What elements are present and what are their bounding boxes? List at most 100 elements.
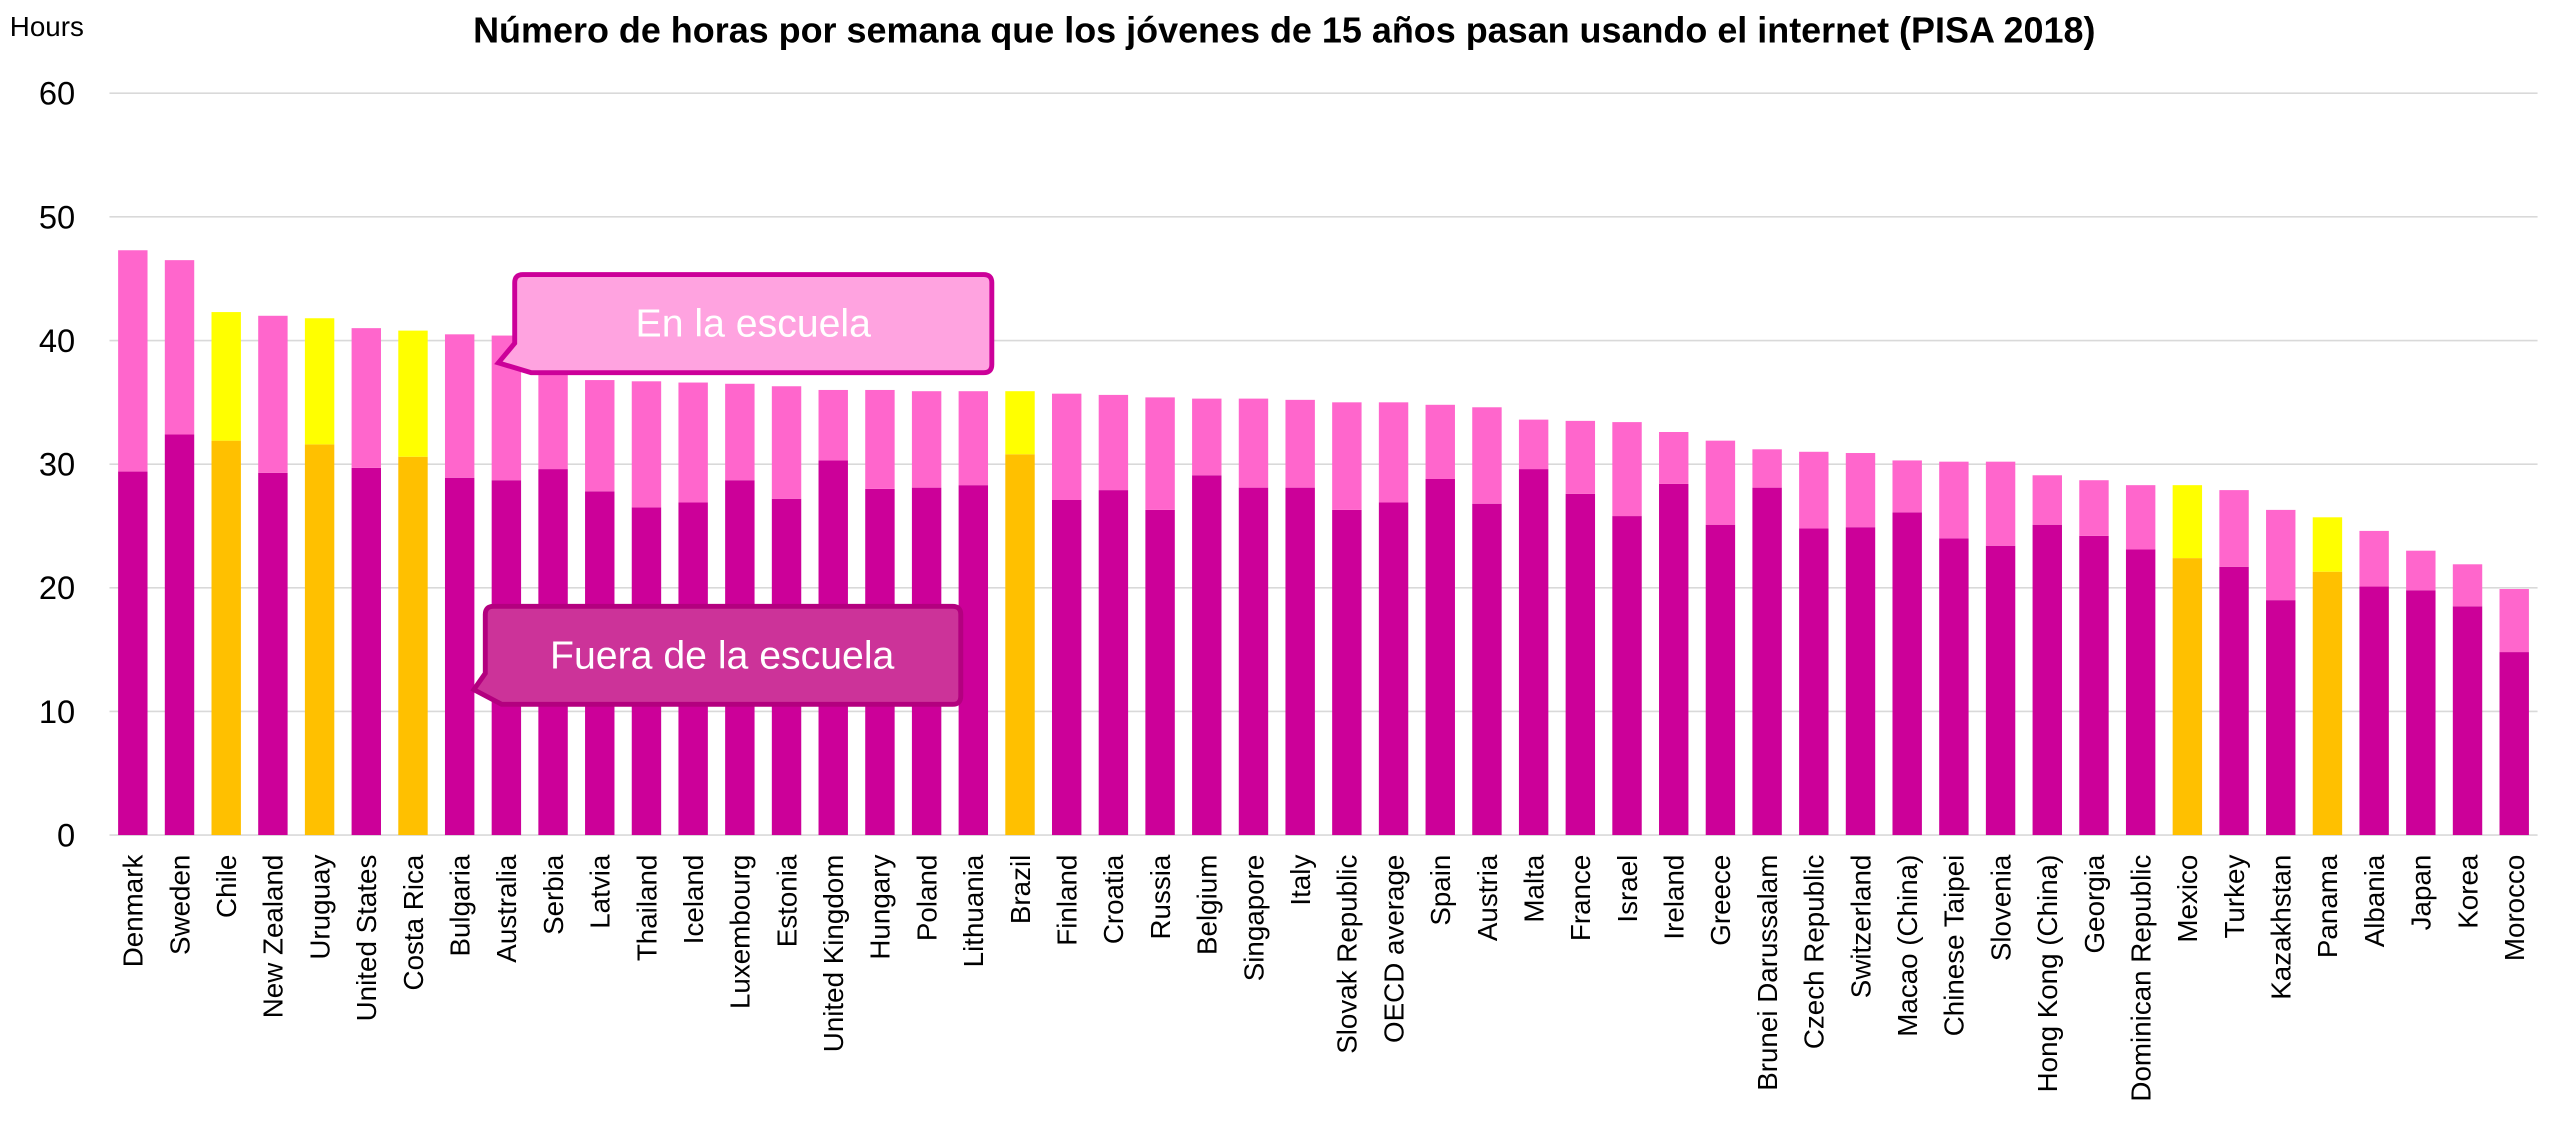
bar-segment [2266, 600, 2296, 836]
bar-segment [1285, 487, 1315, 836]
x-tick-label: United Kingdom [818, 855, 849, 1053]
callout-box [470, 603, 964, 707]
x-tick-label: Switzerland [1845, 855, 1876, 999]
x-tick-label: Turkey [2219, 855, 2250, 939]
x-tick-label: Israel [1612, 855, 1643, 923]
x-tick-label: Costa Rica [398, 854, 429, 990]
bar-segment [1098, 490, 1129, 836]
x-tick-label: Chinese Taipei [1939, 855, 1970, 1037]
bar-segment [1238, 487, 1269, 836]
bar-segment [1192, 475, 1222, 836]
bar-segment [398, 456, 428, 836]
bar-segment [2359, 586, 2389, 836]
x-tick-label: Belgium [1192, 855, 1223, 955]
bar-segment [211, 440, 241, 836]
y-tick-label: 30 [39, 446, 75, 483]
x-tick-label: Singapore [1238, 855, 1269, 982]
x-tick-label: Luxembourg [725, 855, 756, 1009]
y-tick-label: 10 [39, 693, 75, 730]
bar-segment [1752, 487, 1782, 836]
x-tick-label: Hungary [865, 855, 896, 960]
bar-segment [304, 318, 335, 445]
bar-segment [1472, 503, 1502, 836]
bar-segment [958, 485, 989, 836]
bar-segment [351, 467, 381, 836]
bar-segment [1845, 527, 1876, 836]
x-tick-label: Serbia [538, 854, 569, 935]
bar-segment [1985, 461, 2016, 546]
bar-segment [1705, 440, 1736, 525]
bar-segment [2079, 535, 2109, 836]
bar-segment [1612, 516, 1642, 836]
x-tick-label: Latvia [585, 854, 616, 929]
bar-segment [585, 380, 615, 492]
bar-segment [351, 328, 381, 468]
bar-segment [2032, 475, 2062, 525]
x-tick-label: Poland [911, 855, 942, 941]
bar-segment [725, 383, 755, 481]
x-tick-label: Italy [1285, 855, 1316, 906]
x-tick-label: Russia [1145, 854, 1176, 939]
bar-segment [1425, 478, 1455, 836]
bar-segment [911, 391, 942, 488]
bar-segment [958, 391, 989, 486]
y-axis-label: Hours [10, 11, 84, 42]
x-tick-label: Slovenia [1985, 854, 2016, 961]
bar-segment [1752, 449, 1782, 488]
bar-segment [2125, 549, 2156, 836]
x-tick-label: Bulgaria [444, 854, 475, 956]
bar-segment [1892, 460, 1922, 513]
bar-segment [398, 330, 428, 457]
bar-segment [818, 389, 848, 461]
bar-segment [1939, 538, 1969, 836]
bar-segment [2312, 571, 2343, 836]
bar-segment [2499, 652, 2529, 836]
x-tick-label: Finland [1052, 855, 1083, 946]
bar-segment [2219, 566, 2249, 836]
bar-segment [1659, 431, 1689, 484]
callout-label: En la escuela [636, 303, 872, 346]
bar-segment [1705, 524, 1736, 836]
bar-segment [1659, 483, 1689, 836]
bar-segment [1939, 461, 1969, 539]
bar-segment [1238, 398, 1269, 488]
x-tick-label: Czech Republic [1799, 855, 1830, 1050]
bar-segment [211, 312, 241, 441]
bar-segment [1332, 402, 1362, 510]
bar-segment [258, 472, 288, 836]
y-tick-label: 50 [39, 198, 75, 235]
bar-segment [2406, 590, 2436, 836]
bar-segment [118, 471, 148, 836]
x-tick-label: Australia [491, 854, 522, 963]
x-tick-label: Panama [2312, 854, 2343, 958]
bar-segment [1845, 453, 1876, 528]
y-tick-label: 60 [39, 75, 75, 112]
bar-segment [2452, 606, 2483, 836]
callout-box [494, 272, 995, 376]
bar-segment [2452, 564, 2483, 607]
bar-segment [1565, 493, 1596, 836]
x-tick-label: Lithuania [958, 854, 989, 967]
bar-segment [631, 381, 662, 508]
bar-segment [118, 250, 148, 472]
bar-segment [1518, 419, 1549, 470]
bar-segment [2032, 524, 2062, 836]
x-tick-label: Malta [1518, 854, 1549, 922]
bar-segment [2219, 490, 2249, 567]
x-tick-label: OECD average [1378, 855, 1409, 1043]
bar-segment [678, 382, 708, 503]
bar-segment [1985, 545, 2016, 836]
callout-out-school: Fuera de la escuela [470, 603, 964, 707]
x-tick-label: Chile [211, 855, 242, 918]
bar-segment [1612, 422, 1642, 517]
bar-segment [865, 389, 895, 489]
callout-in-school: En la escuela [494, 272, 995, 376]
bar-segment [304, 444, 335, 836]
bar-segment [1799, 528, 1829, 836]
x-tick-label: Greece [1705, 855, 1736, 946]
bar-segment [258, 315, 288, 473]
bar-segment [1192, 398, 1222, 476]
x-tick-label: Morocco [2499, 855, 2530, 961]
x-tick-label: Uruguay [304, 855, 335, 960]
